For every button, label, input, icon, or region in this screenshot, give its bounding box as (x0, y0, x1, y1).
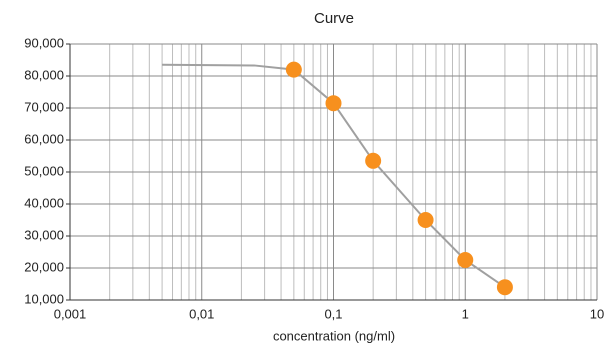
y-tick-label: 30,000 (24, 227, 64, 242)
data-point (457, 252, 474, 268)
data-point (417, 212, 434, 228)
y-tick-label: 70,000 (24, 99, 64, 114)
data-point (496, 279, 513, 296)
x-tick-label: 0,01 (189, 306, 214, 321)
y-tick-label: 90,000 (24, 35, 64, 50)
x-tick-label: 1 (462, 306, 469, 321)
x-tick-label: 0,1 (324, 306, 342, 321)
data-point (365, 152, 382, 169)
data-point (285, 61, 302, 78)
y-tick-label: 40,000 (24, 195, 64, 210)
x-axis-label: concentration (ng/ml) (273, 328, 395, 343)
x-tick-label: 0,001 (54, 306, 87, 321)
x-tick-label: 10 (590, 306, 604, 321)
y-tick-label: 50,000 (24, 163, 64, 178)
y-tick-label: 80,000 (24, 67, 64, 82)
curve-line (162, 63, 506, 289)
chart-title: Curve (314, 10, 354, 27)
y-tick-label: 20,000 (24, 259, 64, 274)
y-tick-label: 60,000 (24, 131, 64, 146)
data-point (325, 95, 342, 112)
y-tick-label: 10,000 (24, 291, 64, 306)
